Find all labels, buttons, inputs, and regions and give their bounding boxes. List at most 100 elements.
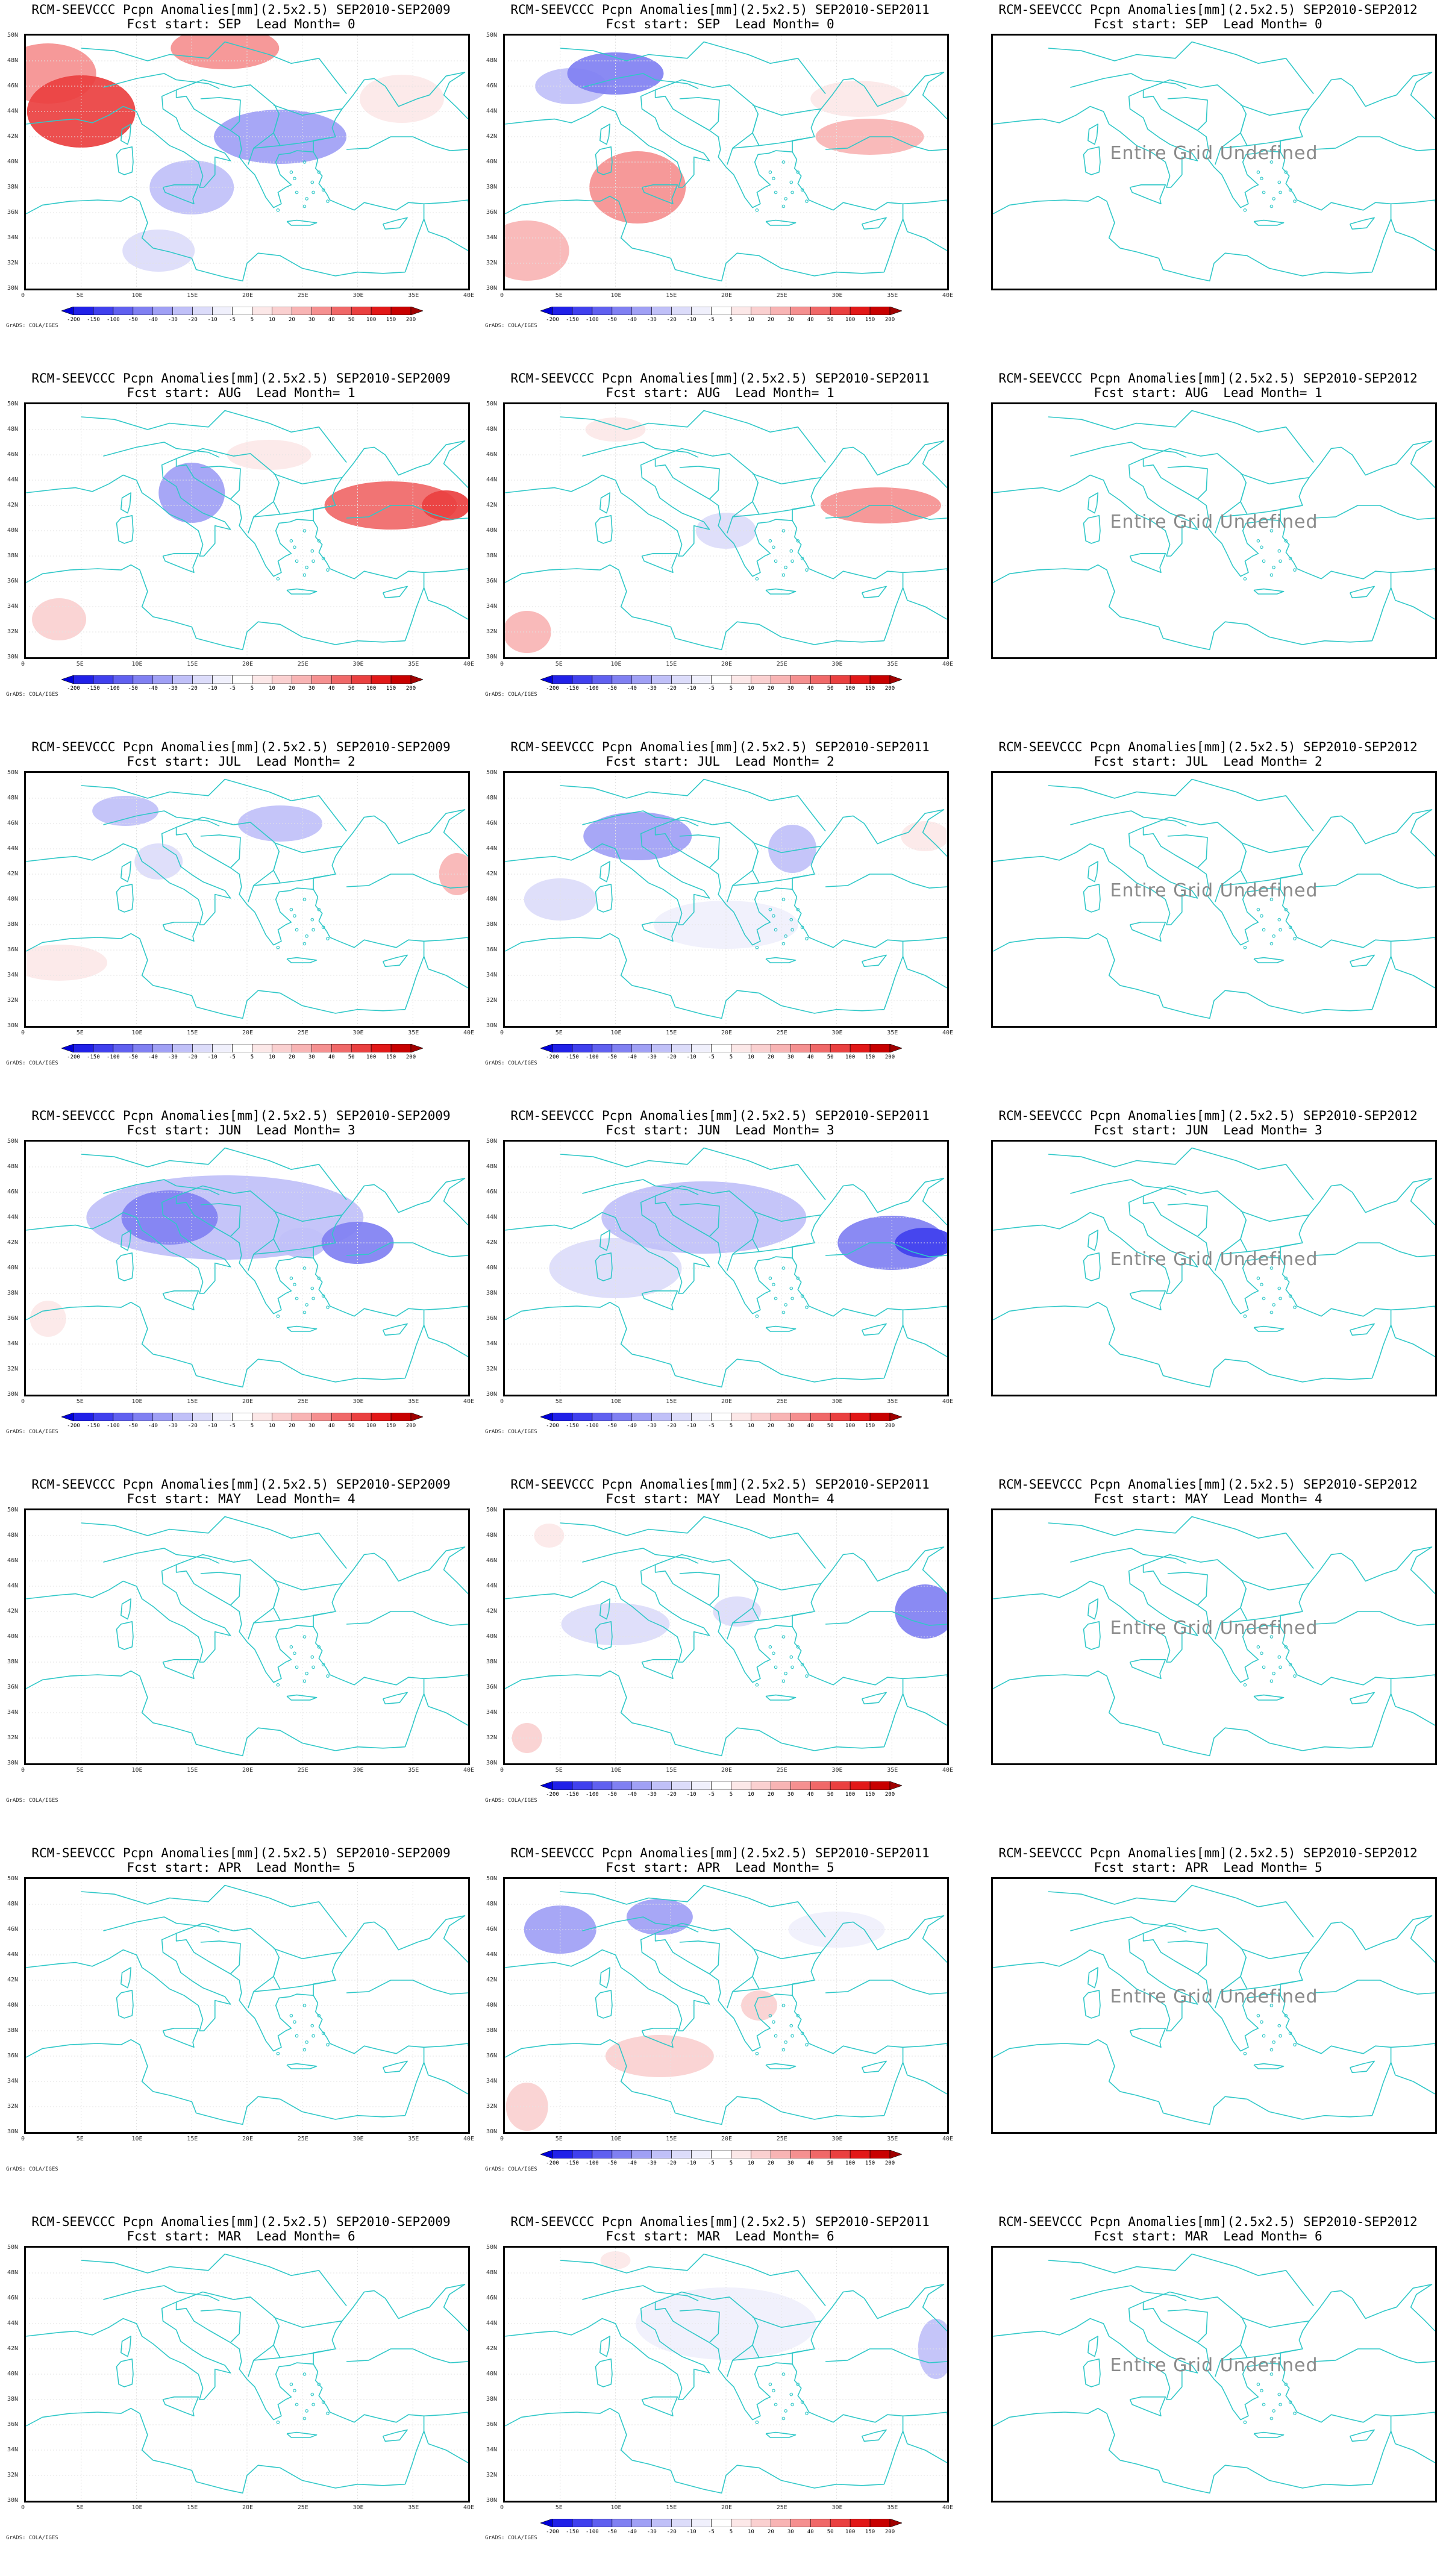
lat-tick-label: 32N bbox=[486, 260, 498, 266]
colorbar-tick-label: -5 bbox=[229, 317, 236, 323]
colorbar-swatch bbox=[751, 307, 771, 315]
grads-credit: GrADS: COLA/IGES bbox=[485, 1060, 537, 1066]
grid-undefined-label: Entire Grid Undefined bbox=[1110, 2355, 1318, 2376]
colorbar-swatches bbox=[540, 675, 902, 684]
lon-tick-label: 20E bbox=[242, 1030, 254, 1036]
lon-tick-label: 35E bbox=[887, 661, 898, 667]
colorbar-swatch bbox=[651, 2519, 672, 2527]
colorbar-tick-label: 150 bbox=[386, 317, 396, 323]
colorbar-swatch bbox=[592, 1044, 613, 1052]
colorbar-swatch bbox=[592, 675, 613, 684]
colorbar-tick-label: 5 bbox=[250, 317, 254, 323]
lat-tick-label: 46N bbox=[486, 451, 498, 458]
lat-tick-label: 42N bbox=[7, 871, 19, 877]
colorbar-tick-label: -100 bbox=[586, 1423, 599, 1429]
colorbar-swatch bbox=[592, 307, 613, 315]
lon-tick-label: 0 bbox=[21, 2504, 25, 2511]
panel-subtitle: Fcst start: AUG Lead Month= 1 bbox=[606, 386, 834, 400]
colorbar-tick-label: -200 bbox=[546, 1423, 559, 1429]
grads-credit: GrADS: COLA/IGES bbox=[485, 2166, 537, 2172]
colorbar-tick-label: 50 bbox=[827, 317, 834, 323]
lon-tick-label: 25E bbox=[776, 2504, 787, 2511]
colorbar-tick-label: -10 bbox=[207, 317, 218, 323]
lat-tick-label: 36N bbox=[486, 578, 498, 584]
colorbar-swatch bbox=[850, 1044, 871, 1052]
anomaly-field bbox=[26, 36, 444, 272]
colorbar-tick-label: -50 bbox=[607, 1054, 617, 1060]
colorbar-swatch bbox=[311, 675, 332, 684]
lat-tick-label: 30N bbox=[7, 1760, 19, 1766]
map-panel: RCM-SEEVCCC Pcpn Anomalies[mm](2.5x2.5) … bbox=[485, 1846, 955, 2207]
colorbar-swatch bbox=[869, 1781, 890, 1790]
colorbar-tick-label: -200 bbox=[546, 1054, 559, 1060]
colorbar-tick-label: 5 bbox=[729, 1792, 733, 1798]
colorbar-swatch bbox=[540, 1044, 553, 1052]
colorbar-swatches bbox=[61, 1044, 423, 1052]
colorbar-swatch bbox=[540, 2519, 553, 2527]
positive-anomaly-blob bbox=[534, 1524, 565, 1548]
lat-tick-label: 50N bbox=[486, 1875, 498, 1882]
colorbar-tick-label: -30 bbox=[646, 1792, 657, 1798]
panel-subtitle: Fcst start: SEP Lead Month= 0 bbox=[127, 17, 355, 31]
colorbar-tick-label: 40 bbox=[807, 1423, 814, 1429]
lon-tick-label: 15E bbox=[187, 1398, 198, 1405]
lat-tick-label: 42N bbox=[7, 502, 19, 508]
colorbar-swatch bbox=[711, 1781, 731, 1790]
colorbar-tick-label: -20 bbox=[187, 1423, 198, 1429]
map-svg bbox=[505, 404, 947, 657]
lat-tick-label: 48N bbox=[486, 1532, 498, 1539]
colorbar-swatch bbox=[152, 307, 174, 315]
lon-tick-label: 30E bbox=[352, 1030, 364, 1036]
lat-tick-label: 40N bbox=[486, 896, 498, 902]
colorbar-tick-label: 20 bbox=[288, 1423, 295, 1429]
colorbar-tick-label: 150 bbox=[865, 2160, 875, 2166]
panel-title: RCM-SEEVCCC Pcpn Anomalies[mm](2.5x2.5) … bbox=[998, 1108, 1418, 1123]
lat-tick-label: 38N bbox=[7, 552, 19, 559]
lon-tick-label: 40E bbox=[942, 292, 954, 299]
colorbar-swatch bbox=[272, 1413, 292, 1421]
colorbar-swatch bbox=[771, 1044, 791, 1052]
colorbar-tick-label: 10 bbox=[747, 1054, 754, 1060]
colorbar-ticks: -200 -150 -100 -50 -40 -30 -20 -10 -5 5 10 20 30 40 50… bbox=[540, 686, 902, 693]
colorbar-tick-label: 40 bbox=[807, 2160, 814, 2166]
colorbar-tick-label: 10 bbox=[747, 2160, 754, 2166]
colorbar-swatch bbox=[61, 1044, 74, 1052]
lat-tick-label: 46N bbox=[7, 451, 19, 458]
lat-tick-label: 30N bbox=[486, 285, 498, 292]
graticule bbox=[505, 1510, 947, 1763]
colorbar-ticks: -200 -150 -100 -50 -40 -30 -20 -10 -5 5 10 20 30 40 50… bbox=[61, 686, 423, 693]
map-svg bbox=[993, 778, 1435, 1019]
lon-tick-label: 35E bbox=[408, 292, 419, 299]
map-frame: Entire Grid Undefined bbox=[991, 771, 1437, 1028]
colorbar-tick-label: -150 bbox=[566, 1054, 579, 1060]
lat-tick-label: 50N bbox=[486, 769, 498, 776]
colorbar-tick-label: -40 bbox=[148, 1423, 158, 1429]
lon-tick-label: 0 bbox=[500, 661, 504, 667]
lon-tick-label: 30E bbox=[831, 661, 843, 667]
lon-tick-label: 10E bbox=[131, 2504, 143, 2511]
panel-subtitle: Fcst start: SEP Lead Month= 0 bbox=[606, 17, 834, 31]
colorbar-tick-label: 20 bbox=[288, 1054, 295, 1060]
lat-tick-label: 46N bbox=[486, 1926, 498, 1933]
coastline-borders bbox=[505, 778, 947, 1019]
lat-tick-label: 46N bbox=[486, 1189, 498, 1195]
colorbar-swatch bbox=[810, 1044, 831, 1052]
map-frame bbox=[503, 1140, 949, 1396]
colorbar-swatch bbox=[731, 1413, 751, 1421]
colorbar-swatch bbox=[671, 1044, 692, 1052]
colorbar-swatch bbox=[212, 1044, 233, 1052]
colorbar-swatch bbox=[691, 1781, 712, 1790]
lat-tick-label: 44N bbox=[486, 2320, 498, 2327]
lat-tick-label: 34N bbox=[486, 2078, 498, 2084]
colorbar-swatch bbox=[252, 1044, 272, 1052]
lon-tick-label: 10E bbox=[131, 1767, 143, 1774]
lon-tick-label: 0 bbox=[500, 1398, 504, 1405]
colorbar-swatch bbox=[810, 307, 831, 315]
colorbar-swatch bbox=[869, 2519, 890, 2527]
lat-tick-label: 32N bbox=[486, 628, 498, 635]
lat-tick-label: 34N bbox=[486, 1709, 498, 1716]
colorbar-swatch bbox=[540, 2150, 553, 2159]
lon-tick-label: 5E bbox=[555, 292, 563, 299]
panel-title: RCM-SEEVCCC Pcpn Anomalies[mm](2.5x2.5) … bbox=[998, 1846, 1418, 1860]
colorbar-swatch bbox=[410, 307, 423, 315]
